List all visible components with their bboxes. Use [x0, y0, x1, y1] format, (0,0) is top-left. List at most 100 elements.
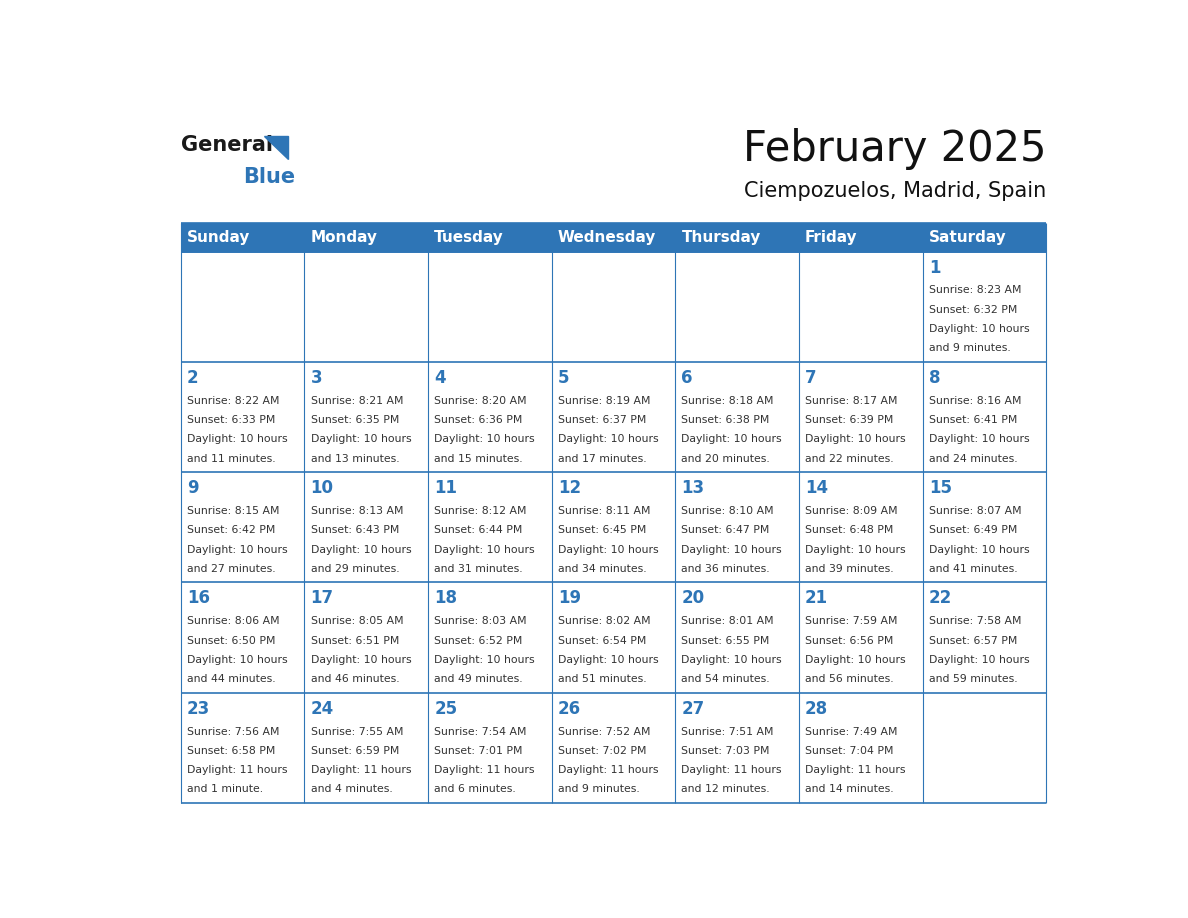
Text: 14: 14: [805, 479, 828, 498]
Text: Sunrise: 8:02 AM: Sunrise: 8:02 AM: [558, 616, 651, 626]
Text: Ciempozuelos, Madrid, Spain: Ciempozuelos, Madrid, Spain: [744, 181, 1047, 201]
Text: and 24 minutes.: and 24 minutes.: [929, 453, 1017, 464]
Text: Sunrise: 8:16 AM: Sunrise: 8:16 AM: [929, 396, 1022, 406]
Text: and 49 minutes.: and 49 minutes.: [434, 674, 523, 684]
Text: and 22 minutes.: and 22 minutes.: [805, 453, 893, 464]
Bar: [798, 692, 923, 803]
Text: Sunrise: 7:49 AM: Sunrise: 7:49 AM: [805, 726, 898, 736]
Text: 11: 11: [434, 479, 457, 498]
Text: Sunset: 6:36 PM: Sunset: 6:36 PM: [434, 415, 523, 425]
Text: Sunset: 6:37 PM: Sunset: 6:37 PM: [558, 415, 646, 425]
Text: and 27 minutes.: and 27 minutes.: [187, 564, 276, 574]
Bar: [304, 252, 428, 362]
Text: Sunset: 7:01 PM: Sunset: 7:01 PM: [434, 745, 523, 756]
Bar: [304, 692, 428, 803]
Text: 19: 19: [558, 589, 581, 608]
Text: and 54 minutes.: and 54 minutes.: [682, 674, 770, 684]
Text: Sunrise: 8:21 AM: Sunrise: 8:21 AM: [310, 396, 403, 406]
Text: Wednesday: Wednesday: [558, 230, 656, 245]
Text: Daylight: 11 hours: Daylight: 11 hours: [187, 765, 287, 775]
Text: Daylight: 10 hours: Daylight: 10 hours: [682, 544, 782, 554]
Text: Sunrise: 8:07 AM: Sunrise: 8:07 AM: [929, 506, 1022, 516]
Text: 16: 16: [187, 589, 210, 608]
Bar: [675, 582, 798, 692]
Text: Sunset: 6:45 PM: Sunset: 6:45 PM: [558, 525, 646, 535]
Text: Sunset: 6:43 PM: Sunset: 6:43 PM: [310, 525, 399, 535]
Text: Daylight: 10 hours: Daylight: 10 hours: [310, 434, 411, 444]
Bar: [675, 362, 798, 472]
Bar: [181, 362, 304, 472]
Text: Daylight: 10 hours: Daylight: 10 hours: [929, 324, 1029, 334]
Bar: [181, 252, 304, 362]
Bar: [428, 362, 551, 472]
Bar: [428, 252, 551, 362]
Text: Sunrise: 8:01 AM: Sunrise: 8:01 AM: [682, 616, 775, 626]
Text: and 14 minutes.: and 14 minutes.: [805, 785, 893, 794]
Text: Sunrise: 8:20 AM: Sunrise: 8:20 AM: [434, 396, 526, 406]
Bar: [181, 692, 304, 803]
Text: Daylight: 11 hours: Daylight: 11 hours: [805, 765, 905, 775]
Text: and 34 minutes.: and 34 minutes.: [558, 564, 646, 574]
Text: Daylight: 10 hours: Daylight: 10 hours: [434, 434, 535, 444]
Text: and 36 minutes.: and 36 minutes.: [682, 564, 770, 574]
Bar: [675, 252, 798, 362]
Bar: [923, 223, 1047, 252]
Text: Daylight: 10 hours: Daylight: 10 hours: [929, 655, 1029, 665]
Text: Sunrise: 7:55 AM: Sunrise: 7:55 AM: [310, 726, 403, 736]
Bar: [181, 472, 304, 582]
Text: Sunrise: 7:51 AM: Sunrise: 7:51 AM: [682, 726, 773, 736]
Text: 4: 4: [434, 369, 446, 386]
Text: and 4 minutes.: and 4 minutes.: [310, 785, 392, 794]
Text: 3: 3: [310, 369, 322, 386]
Text: Sunset: 6:41 PM: Sunset: 6:41 PM: [929, 415, 1017, 425]
Text: Sunset: 6:57 PM: Sunset: 6:57 PM: [929, 635, 1017, 645]
Text: General: General: [181, 135, 273, 155]
Text: Sunset: 6:58 PM: Sunset: 6:58 PM: [187, 745, 276, 756]
Text: Sunrise: 8:19 AM: Sunrise: 8:19 AM: [558, 396, 650, 406]
Text: Daylight: 10 hours: Daylight: 10 hours: [310, 655, 411, 665]
Text: 8: 8: [929, 369, 940, 386]
Text: Daylight: 10 hours: Daylight: 10 hours: [805, 544, 905, 554]
Text: Sunset: 6:44 PM: Sunset: 6:44 PM: [434, 525, 523, 535]
Text: Sunrise: 8:03 AM: Sunrise: 8:03 AM: [434, 616, 526, 626]
Text: Tuesday: Tuesday: [434, 230, 504, 245]
Text: Daylight: 10 hours: Daylight: 10 hours: [434, 544, 535, 554]
Text: Sunrise: 7:52 AM: Sunrise: 7:52 AM: [558, 726, 650, 736]
Text: Sunrise: 8:10 AM: Sunrise: 8:10 AM: [682, 506, 775, 516]
Text: 9: 9: [187, 479, 198, 498]
Text: 5: 5: [558, 369, 569, 386]
Bar: [675, 223, 798, 252]
Bar: [923, 362, 1047, 472]
Text: and 51 minutes.: and 51 minutes.: [558, 674, 646, 684]
Text: Sunset: 6:56 PM: Sunset: 6:56 PM: [805, 635, 893, 645]
Text: 22: 22: [929, 589, 952, 608]
Text: Saturday: Saturday: [929, 230, 1006, 245]
Text: Sunrise: 7:54 AM: Sunrise: 7:54 AM: [434, 726, 526, 736]
Bar: [304, 472, 428, 582]
Bar: [675, 472, 798, 582]
Bar: [181, 582, 304, 692]
Text: Daylight: 11 hours: Daylight: 11 hours: [682, 765, 782, 775]
Bar: [181, 223, 304, 252]
Text: Sunrise: 8:23 AM: Sunrise: 8:23 AM: [929, 285, 1022, 296]
Text: Sunrise: 7:56 AM: Sunrise: 7:56 AM: [187, 726, 279, 736]
Text: Daylight: 10 hours: Daylight: 10 hours: [187, 655, 287, 665]
Text: 27: 27: [682, 700, 704, 718]
Text: and 39 minutes.: and 39 minutes.: [805, 564, 893, 574]
Text: Daylight: 10 hours: Daylight: 10 hours: [558, 544, 658, 554]
Text: 20: 20: [682, 589, 704, 608]
Bar: [798, 252, 923, 362]
Text: Sunset: 6:32 PM: Sunset: 6:32 PM: [929, 305, 1017, 315]
Bar: [428, 223, 551, 252]
Bar: [428, 582, 551, 692]
Text: February 2025: February 2025: [742, 128, 1047, 170]
Bar: [428, 472, 551, 582]
Text: Sunset: 6:52 PM: Sunset: 6:52 PM: [434, 635, 523, 645]
Text: 15: 15: [929, 479, 952, 498]
Text: Daylight: 11 hours: Daylight: 11 hours: [310, 765, 411, 775]
Text: Sunset: 6:55 PM: Sunset: 6:55 PM: [682, 635, 770, 645]
Text: Sunset: 6:35 PM: Sunset: 6:35 PM: [310, 415, 399, 425]
Text: Friday: Friday: [805, 230, 858, 245]
Text: Sunrise: 8:11 AM: Sunrise: 8:11 AM: [558, 506, 650, 516]
Bar: [551, 582, 675, 692]
